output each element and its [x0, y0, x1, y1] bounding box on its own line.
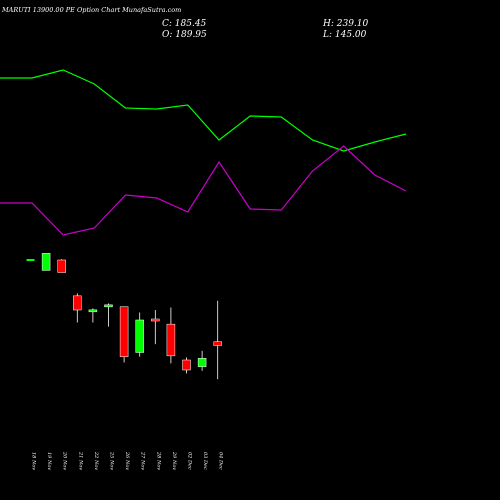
x-axis-labels: 18 Nov 19 Nov 20 Nov 21 Nov 22 Nov 25 Nov 26 N…: [31, 451, 224, 470]
candle-body: [26, 259, 35, 261]
x-tick-label: 02 Dec: [187, 452, 193, 470]
indicator-line-2: [0, 145, 407, 236]
candle-body: [73, 295, 82, 311]
candle-body: [213, 341, 222, 346]
candle-body: [151, 318, 160, 322]
low-price-label: L: 145.00: [322, 30, 367, 40]
high-price-label: H: 239.10: [322, 19, 369, 29]
candle: [88, 308, 98, 323]
x-tick-label: 29 Nov: [171, 451, 177, 470]
candle: [166, 307, 176, 364]
candle-body: [119, 306, 129, 357]
candle: [213, 300, 222, 380]
candle-body: [135, 319, 144, 353]
candles-group: [26, 253, 222, 380]
x-tick-label: 28 Nov: [155, 451, 161, 470]
candle-body: [57, 259, 66, 273]
candle-body: [182, 359, 191, 371]
candle: [104, 303, 113, 327]
candle: [26, 259, 35, 261]
indicator-line-1: [0, 69, 407, 152]
candle: [73, 293, 82, 323]
x-tick-label: 19 Nov: [46, 452, 52, 470]
candle: [135, 312, 144, 357]
x-tick-label: 04 Dec: [218, 452, 224, 470]
candle: [41, 253, 51, 271]
candle: [57, 259, 66, 273]
x-tick-label: 27 Nov: [140, 451, 146, 470]
x-tick-label: 26 Nov: [124, 451, 130, 470]
x-tick-label: 18 Nov: [31, 452, 37, 470]
x-tick-label: 20 Nov: [62, 451, 68, 470]
candle: [151, 310, 160, 345]
candle-body: [88, 309, 98, 313]
open-price-label: O: 189.95: [162, 30, 207, 40]
chart-title: MARUTI 13900.00 PE Option Chart MunafaSu…: [1, 6, 181, 14]
candle-body: [104, 304, 113, 308]
candle-body: [41, 253, 51, 271]
candle: [197, 350, 207, 371]
x-tick-label: 03 Dec: [202, 452, 208, 470]
x-tick-label: 21 Nov: [77, 451, 83, 470]
candle-body: [166, 323, 176, 357]
x-tick-label: 25 Nov: [109, 451, 115, 470]
candle: [119, 306, 129, 363]
candle: [182, 357, 191, 374]
candle-body: [197, 358, 207, 367]
x-tick-label: 22 Nov: [93, 451, 99, 470]
indicator-lines: [0, 69, 407, 236]
close-price-label: C: 185.45: [162, 19, 207, 29]
